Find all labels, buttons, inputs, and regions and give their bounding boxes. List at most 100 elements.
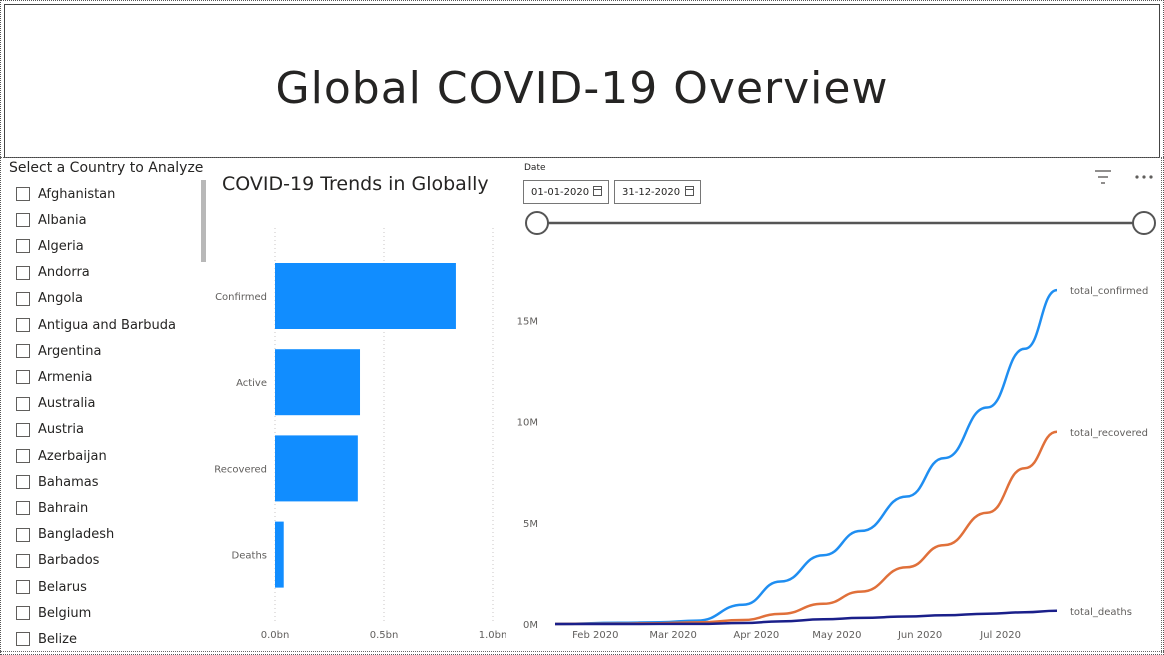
date-slicer-label: Date xyxy=(524,163,546,173)
start-date-input[interactable]: 01-01-2020 xyxy=(523,180,609,204)
line-chart: 0M 5M 10M 15M Feb 2020 Mar 2020 Apr 2020 May 20… xyxy=(517,286,1149,641)
checkbox[interactable] xyxy=(16,501,30,516)
slicer-item[interactable]: Albania xyxy=(16,209,87,231)
series-line-total-deaths[interactable] xyxy=(554,609,1058,626)
series-line-total-confirmed[interactable] xyxy=(554,288,1058,626)
bar-chart: 0.0bn 0.5bn 1.0bn Confirmed Active Recovered D… xyxy=(214,228,506,641)
slicer-item-label: Belgium xyxy=(38,605,92,621)
slicer-item-label: Angola xyxy=(38,291,83,307)
date-range-slider[interactable] xyxy=(520,206,1162,240)
slicer-item[interactable]: Bangladesh xyxy=(16,524,114,546)
slicer-item[interactable]: Antigua and Barbuda xyxy=(16,314,176,336)
bar-x-tick-label: 0.0bn xyxy=(261,630,290,641)
slicer-item[interactable]: Algeria xyxy=(16,235,84,257)
slicer-item[interactable]: Azerbaijan xyxy=(16,445,107,467)
checkbox[interactable] xyxy=(16,344,30,359)
checkbox[interactable] xyxy=(16,291,30,306)
slicer-item-label: Andorra xyxy=(38,265,90,281)
line-y-tick-label: 15M xyxy=(517,316,538,327)
checkbox[interactable] xyxy=(16,422,30,437)
slicer-item[interactable]: Armenia xyxy=(16,366,93,388)
slicer-item[interactable]: Austria xyxy=(16,419,84,441)
slicer-item-label: Albania xyxy=(38,212,87,228)
slicer-item[interactable]: Australia xyxy=(16,393,96,415)
checkbox[interactable] xyxy=(16,632,30,647)
slicer-item-label: Argentina xyxy=(38,343,102,359)
slicer-item[interactable]: Belgium xyxy=(16,602,91,624)
checkbox[interactable] xyxy=(16,553,30,568)
slicer-item[interactable]: Afghanistan xyxy=(16,183,115,205)
checkbox[interactable] xyxy=(16,606,30,621)
slicer-item-label: Antigua and Barbuda xyxy=(38,317,176,333)
slicer-item-label: Austria xyxy=(38,422,84,438)
checkbox[interactable] xyxy=(16,239,30,254)
slicer-item[interactable]: Angola xyxy=(16,288,83,310)
start-date-value: 01-01-2020 xyxy=(531,186,590,198)
slicer-item-label: Algeria xyxy=(38,238,84,254)
checkbox[interactable] xyxy=(16,475,30,490)
series-label: total_confirmed xyxy=(1070,286,1148,297)
line-x-tick-label: Jun 2020 xyxy=(897,630,942,641)
slicer-item-label: Afghanistan xyxy=(38,186,116,202)
slicer-item[interactable]: Andorra xyxy=(16,262,90,284)
slicer-item-label: Belize xyxy=(38,631,77,647)
bar-category-label: Active xyxy=(236,378,267,389)
slicer-title: Select a Country to Analyze xyxy=(9,160,204,176)
bar-category-label: Confirmed xyxy=(215,292,267,303)
slider-start-handle[interactable] xyxy=(525,211,549,235)
country-slicer: Select a Country to Analyze Afghanistan A… xyxy=(6,158,206,651)
bar-chart-title: COVID-19 Trends in Globally xyxy=(222,173,489,195)
series-line-total-recovered[interactable] xyxy=(554,430,1058,626)
slider-end-handle[interactable] xyxy=(1132,211,1156,235)
bar-x-tick-label: 0.5bn xyxy=(370,630,399,641)
line-x-tick-label: Feb 2020 xyxy=(572,630,618,641)
end-date-input[interactable]: 31-12-2020 xyxy=(614,180,701,204)
checkbox[interactable] xyxy=(16,318,30,332)
bar-category-label: Recovered xyxy=(214,464,267,475)
bar[interactable] xyxy=(275,349,361,416)
end-date-value: 31-12-2020 xyxy=(622,186,681,198)
checkbox[interactable] xyxy=(16,187,30,201)
calendar-icon[interactable] xyxy=(593,186,602,196)
bar[interactable] xyxy=(275,435,358,502)
slicer-scrollbar[interactable] xyxy=(201,180,206,262)
slicer-item[interactable]: Argentina xyxy=(16,340,101,362)
series-label: total_recovered xyxy=(1070,428,1148,439)
slicer-item-label: Azerbaijan xyxy=(38,448,107,464)
checkbox[interactable] xyxy=(16,527,30,542)
slicer-item[interactable]: Belarus xyxy=(16,576,87,598)
slicer-item[interactable]: Bahamas xyxy=(16,471,99,493)
bar-x-tick-label: 1.0bn xyxy=(479,630,506,641)
slicer-item[interactable]: Belize xyxy=(16,628,77,650)
slicer-item[interactable]: Bahrain xyxy=(16,497,88,519)
slicer-item-label: Bangladesh xyxy=(38,527,115,543)
checkbox[interactable] xyxy=(16,449,30,463)
calendar-icon[interactable] xyxy=(685,186,694,196)
checkbox[interactable] xyxy=(16,580,30,594)
checkbox[interactable] xyxy=(16,213,30,228)
slicer-item-label: Belarus xyxy=(38,579,87,595)
line-y-tick-label: 10M xyxy=(517,418,538,429)
slicer-item-label: Bahamas xyxy=(38,474,99,490)
bottom-border-line xyxy=(0,651,1164,652)
more-options-icon[interactable] xyxy=(1133,168,1155,184)
line-x-tick-label: Mar 2020 xyxy=(649,630,697,641)
bar[interactable] xyxy=(275,263,456,329)
slicer-item-label: Armenia xyxy=(38,369,93,385)
line-y-tick-label: 0M xyxy=(523,620,538,631)
line-x-tick-label: Jul 2020 xyxy=(979,630,1021,641)
line-x-tick-label: Apr 2020 xyxy=(733,630,779,641)
checkbox[interactable] xyxy=(16,265,30,280)
header-banner: Global COVID-19 Overview xyxy=(4,4,1160,158)
filter-icon[interactable] xyxy=(1093,168,1113,186)
line-y-tick-label: 5M xyxy=(523,519,538,530)
slicer-item-label: Barbados xyxy=(38,553,100,569)
slicer-item-label: Bahrain xyxy=(38,500,89,516)
series-label: total_deaths xyxy=(1070,607,1132,618)
line-x-tick-label: May 2020 xyxy=(812,630,861,641)
checkbox[interactable] xyxy=(16,370,30,385)
bar[interactable] xyxy=(275,521,284,588)
slicer-item[interactable]: Barbados xyxy=(16,550,99,572)
slicer-item-label: Australia xyxy=(38,396,96,412)
checkbox[interactable] xyxy=(16,396,30,411)
